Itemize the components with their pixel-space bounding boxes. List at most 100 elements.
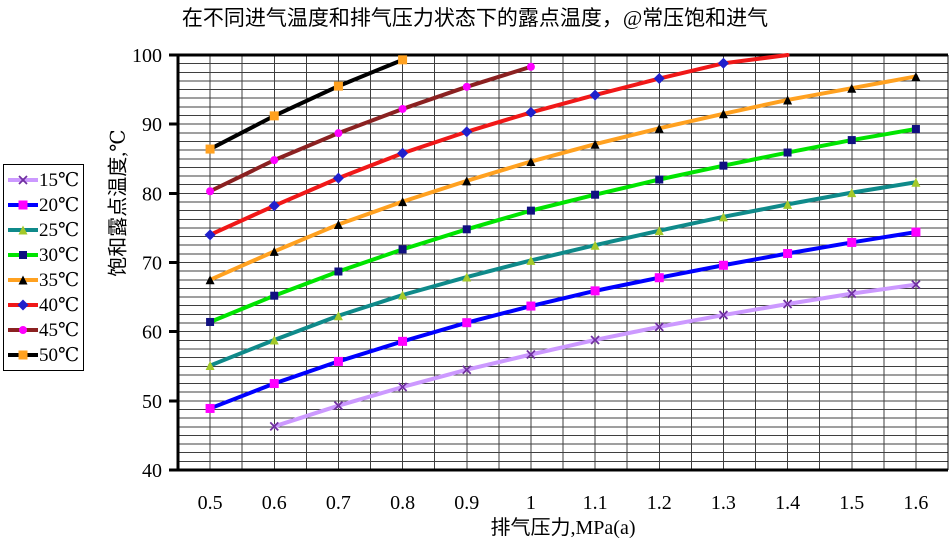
legend-item-40℃: 40℃ xyxy=(7,293,83,317)
series-line-40℃ xyxy=(208,53,790,237)
series-marker-40℃ xyxy=(268,200,280,212)
series-marker-35℃ xyxy=(654,123,664,133)
series-marker-40℃ xyxy=(717,57,729,69)
series-marker-40℃ xyxy=(589,89,601,101)
series-marker-20℃ xyxy=(847,237,857,247)
series-marker-40℃ xyxy=(525,106,537,118)
series-marker-40℃ xyxy=(397,147,409,159)
legend-label: 20℃ xyxy=(39,194,80,216)
series-marker-30℃ xyxy=(398,245,407,254)
series-marker-30℃ xyxy=(206,317,215,326)
y-tick-label: 40 xyxy=(142,460,162,482)
series-marker-35℃ xyxy=(783,95,793,105)
series-marker-20℃ xyxy=(333,356,343,366)
x-tick-label: 0.7 xyxy=(326,492,351,514)
x-tick-label: 1.3 xyxy=(711,492,736,514)
legend-marker xyxy=(17,299,29,311)
series-marker-35℃ xyxy=(333,219,343,229)
series-marker-35℃ xyxy=(269,246,279,256)
x-tick-label: 0.9 xyxy=(454,492,479,514)
series-marker-30℃ xyxy=(462,225,471,234)
series-marker-25℃ xyxy=(718,212,728,222)
series-marker-35℃ xyxy=(526,157,536,167)
series-line-20℃ xyxy=(208,230,918,411)
series-marker-20℃ xyxy=(590,286,600,296)
chart-title: 在不同进气温度和排气压力状态下的露点温度，@常压饱和进气 xyxy=(181,6,769,30)
x-tick-label: 1.1 xyxy=(583,492,608,514)
series-marker-50℃ xyxy=(205,144,215,154)
x-tick-label: 1.4 xyxy=(775,492,800,514)
legend-key-50℃ xyxy=(8,350,38,360)
legend-item-20℃: 20℃ xyxy=(7,193,83,217)
series-marker-35℃ xyxy=(847,83,857,93)
series-marker-50℃ xyxy=(269,111,279,121)
series-marker-20℃ xyxy=(718,260,728,270)
series-marker-30℃ xyxy=(591,190,600,199)
x-tick-label: 0.5 xyxy=(198,492,223,514)
series-marker-30℃ xyxy=(655,175,664,184)
y-axis-title: 饱和露点温度,℃ xyxy=(107,129,130,277)
y-tick-label: 50 xyxy=(142,391,162,413)
series-marker-50℃ xyxy=(333,81,343,91)
series-marker-45℃ xyxy=(334,129,343,138)
y-tick-label: 60 xyxy=(142,322,162,344)
legend-item-30℃: 30℃ xyxy=(7,243,83,267)
series-marker-35℃ xyxy=(718,109,728,119)
series-marker-20℃ xyxy=(269,379,279,389)
legend-marker xyxy=(19,251,27,259)
x-axis-title: 排气压力,MPa(a) xyxy=(490,517,636,538)
series-marker-35℃ xyxy=(205,275,215,285)
series-marker-30℃ xyxy=(719,161,728,170)
series-marker-30℃ xyxy=(526,206,535,215)
x-tick-label: 0.8 xyxy=(390,492,415,514)
series-marker-25℃ xyxy=(590,240,600,250)
series-marker-25℃ xyxy=(333,311,343,321)
series-marker-15℃ xyxy=(462,365,472,375)
legend-label: 50℃ xyxy=(39,344,80,366)
series-marker-30℃ xyxy=(270,291,279,300)
series-marker-30℃ xyxy=(911,125,920,134)
legend-key-35℃ xyxy=(8,275,38,285)
series-marker-20℃ xyxy=(462,318,472,328)
series-marker-40℃ xyxy=(653,73,665,85)
series-marker-15℃ xyxy=(397,382,408,392)
x-tick-label: 1 xyxy=(526,492,536,514)
legend-key-20℃ xyxy=(8,200,38,210)
series-line-50℃ xyxy=(208,57,405,152)
series-line-25℃ xyxy=(208,180,918,368)
series-marker-15℃ xyxy=(333,401,344,411)
series-marker-35℃ xyxy=(590,139,600,149)
legend-label: 40℃ xyxy=(39,294,80,316)
series-marker-40℃ xyxy=(204,229,216,241)
series-marker-25℃ xyxy=(462,272,472,282)
series-marker-40℃ xyxy=(461,126,473,138)
series-marker-20℃ xyxy=(911,227,921,237)
series-marker-30℃ xyxy=(334,267,343,276)
legend-item-50℃: 50℃ xyxy=(7,343,83,367)
series-marker-25℃ xyxy=(398,290,408,300)
series-marker-25℃ xyxy=(847,188,857,198)
series-marker-45℃ xyxy=(398,104,407,113)
series-marker-40℃ xyxy=(332,172,344,184)
series-marker-35℃ xyxy=(398,197,408,207)
series-marker-20℃ xyxy=(783,249,793,259)
legend-item-15℃: 15℃ xyxy=(7,168,83,192)
legend-key-45℃ xyxy=(8,326,38,334)
series-marker-45℃ xyxy=(462,82,471,91)
series-marker-25℃ xyxy=(911,177,921,187)
series-marker-15℃ xyxy=(526,349,536,360)
legend-item-35℃: 35℃ xyxy=(7,268,83,292)
series-marker-15℃ xyxy=(654,322,664,332)
series-line-30℃ xyxy=(208,127,918,324)
legend-item-25℃: 25℃ xyxy=(7,218,83,242)
series-marker-20℃ xyxy=(398,336,408,346)
x-tick-label: 1.5 xyxy=(839,492,864,514)
series-marker-35℃ xyxy=(462,176,472,186)
legend-label: 25℃ xyxy=(39,219,80,241)
x-tick-label: 1.6 xyxy=(903,492,928,514)
x-tick-label: 0.6 xyxy=(262,492,287,514)
legend: 15℃ 20℃ 25℃ 30℃ 35℃ 40℃ 45℃ 50℃ xyxy=(3,164,84,371)
y-tick-label: 80 xyxy=(142,183,162,205)
legend-label: 45℃ xyxy=(39,319,80,341)
